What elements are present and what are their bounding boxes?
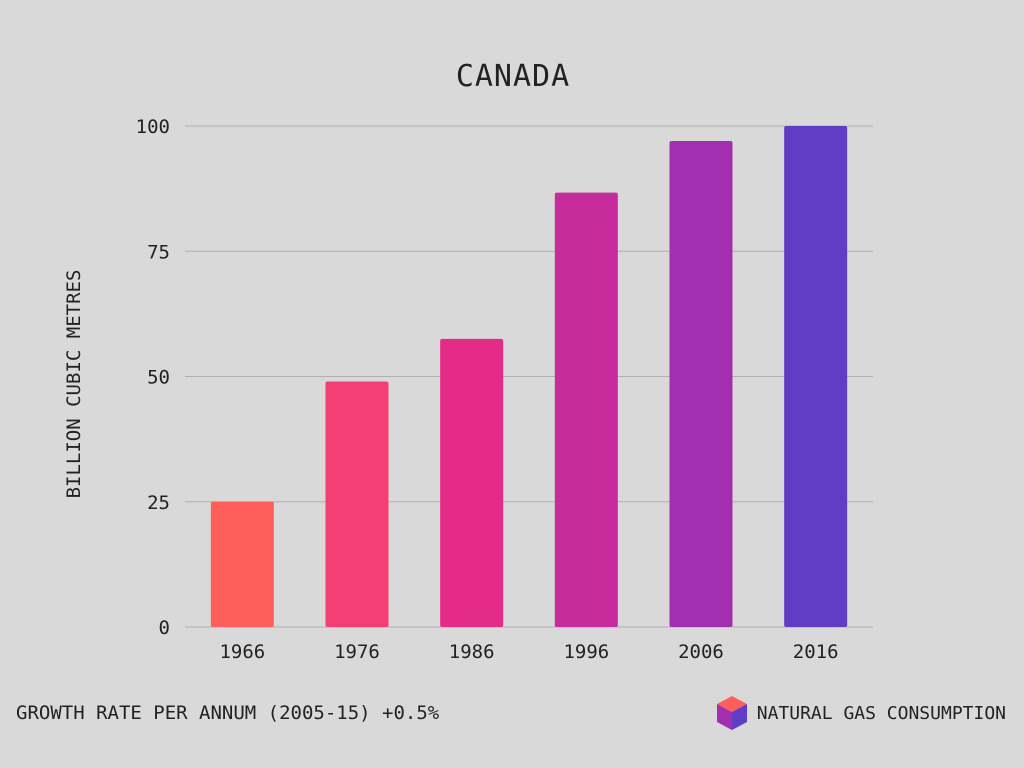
y-tick-label: 75 xyxy=(147,241,170,263)
chart-title: CANADA xyxy=(456,59,570,94)
chart: CANADA 0 25 50 75 100 1966 1976 1986 1996 2006 20… xyxy=(63,59,873,663)
grid xyxy=(185,125,873,628)
y-axis-ticks: 0 25 50 75 100 xyxy=(136,116,170,639)
y-tick-label: 25 xyxy=(147,492,170,514)
y-axis-title: BILLION CUBIC METRES xyxy=(63,270,85,499)
growth-rate-note: GROWTH RATE PER ANNUM (2005-15) +0.5% xyxy=(16,702,440,724)
x-axis-ticks: 1966 1976 1986 1996 2006 2016 xyxy=(219,641,838,663)
legend: NATURAL GAS CONSUMPTION xyxy=(715,694,1006,732)
x-tick-label: 1996 xyxy=(563,641,609,663)
bar-2006 xyxy=(669,141,733,627)
bar-1976 xyxy=(325,381,389,627)
y-tick-label: 0 xyxy=(159,617,170,639)
x-tick-label: 2016 xyxy=(793,641,839,663)
x-tick-label: 1976 xyxy=(334,641,380,663)
legend-label: NATURAL GAS CONSUMPTION xyxy=(756,702,1006,724)
y-tick-label: 50 xyxy=(147,367,170,389)
bar-1966 xyxy=(210,501,274,627)
x-tick-label: 2006 xyxy=(678,641,724,663)
bar-2016 xyxy=(784,126,848,627)
cube-icon xyxy=(716,696,747,730)
x-tick-label: 1986 xyxy=(449,641,495,663)
bar-1986 xyxy=(440,338,504,627)
bars xyxy=(210,126,848,627)
y-tick-label: 100 xyxy=(136,116,170,138)
bar-1996 xyxy=(554,192,618,627)
x-tick-label: 1966 xyxy=(219,641,265,663)
